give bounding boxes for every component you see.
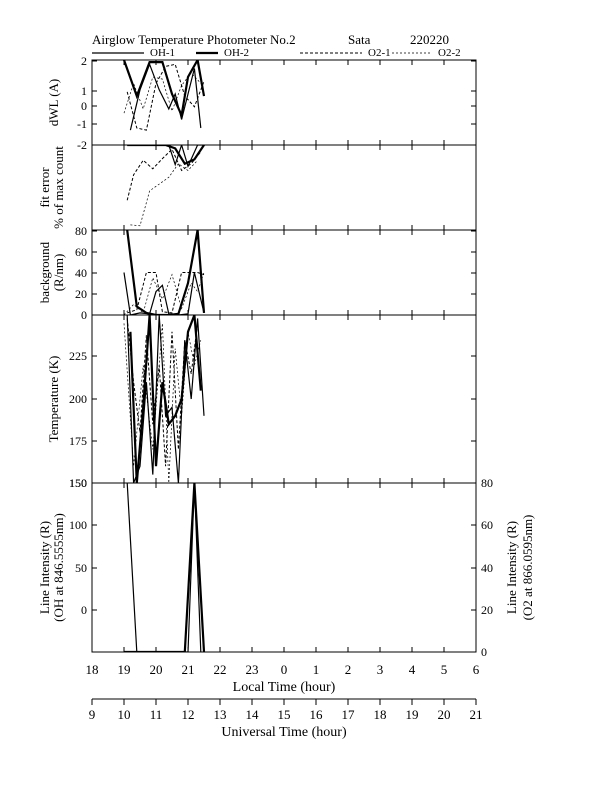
legend-label-oh-1: OH-1: [150, 47, 175, 59]
y-tick-label: 80: [75, 224, 87, 238]
y-axis-label: background: [37, 241, 52, 303]
series-fiterr-o2-2: [130, 160, 198, 227]
series-bg-oh-2: [126, 230, 206, 315]
y-tick-label: 40: [75, 266, 87, 280]
series-fiterr-oh-2: [127, 145, 205, 166]
series-temp-oh-2: [129, 315, 202, 483]
x-tick-label: 18: [86, 662, 99, 677]
y-right-tick-label: 80: [481, 476, 493, 490]
series-bg-oh-1: [123, 272, 205, 315]
x2-tick-label: 18: [374, 707, 387, 722]
series-dwl-o2-2: [123, 72, 202, 114]
y-right-tick-label: 60: [481, 518, 493, 532]
x2-tick-label: 15: [278, 707, 291, 722]
series-temp-o2-1: [126, 318, 199, 467]
y-axis-label: fit error: [37, 167, 52, 208]
y-tick-label: -2: [77, 138, 87, 152]
x-axis-label: Local Time (hour): [233, 680, 336, 695]
x-tick-label: 6: [473, 662, 480, 677]
series-bg-o2-2: [123, 272, 205, 315]
x2-tick-label: 16: [310, 707, 324, 722]
x-tick-label: 4: [409, 662, 416, 677]
y-right-tick-label: 20: [481, 603, 493, 617]
x2-tick-label: 21: [470, 707, 483, 722]
panel-dwl: 2 10 -1 -2 dWL (A): [46, 54, 477, 152]
panel-frame: [91, 144, 477, 231]
x2-tick-label: 17: [342, 707, 356, 722]
y-axis-label: Temperature (K): [46, 356, 61, 443]
x2-tick-label: 12: [182, 707, 195, 722]
x-tick-label: 3: [377, 662, 384, 677]
x-tick-label: 22: [214, 662, 227, 677]
y-tick-label: 225: [69, 349, 87, 363]
y-axis-label: Line Intensity (R): [37, 521, 52, 614]
chart-title: Airglow Temperature Photometer No.2: [92, 32, 296, 47]
x-tick-label: 19: [118, 662, 131, 677]
y-axis-label: dWL (A): [46, 79, 61, 127]
y-tick-label: 175: [69, 434, 87, 448]
y-axis-label-2: % of max count: [51, 146, 66, 229]
series-intensity-oh-2: [124, 483, 206, 652]
x2-tick-label: 10: [118, 707, 131, 722]
legend-label-oh-2: OH-2: [224, 47, 249, 59]
y-tick-label: 0: [81, 603, 87, 617]
x-tick-label: 1: [313, 662, 320, 677]
x2-tick-label: 20: [438, 707, 451, 722]
panel-bg: 80 60 40 20 0 background (R/nm): [37, 224, 477, 322]
series-fiterr-o2-1: [126, 148, 202, 201]
x2-tick-label: 19: [406, 707, 419, 722]
x2-tick-label: 9: [89, 707, 96, 722]
x2-tick-label: 11: [150, 707, 163, 722]
y-tick-label: 2: [81, 54, 87, 68]
x-tick-label: 23: [246, 662, 259, 677]
y-right-tick-label: 40: [481, 561, 493, 575]
date-label: 220220: [410, 32, 449, 47]
y-tick-label: 50: [75, 561, 87, 575]
x-tick-label: 2: [345, 662, 352, 677]
y-right-axis-label: Line Intensity (R): [504, 521, 519, 614]
y-tick-label: 100: [69, 518, 87, 532]
y-tick-label: 0: [81, 308, 87, 322]
y-tick-label: 150: [69, 476, 87, 490]
y-tick-label: 0: [81, 99, 87, 113]
y-tick-label: 200: [69, 392, 87, 406]
series-bg-o2-1: [127, 272, 205, 314]
panel-frame: [91, 482, 477, 653]
legend-label-o2-2: O2-2: [438, 47, 461, 59]
y-right-tick-label: 0: [481, 645, 487, 659]
x-tick-label: 0: [281, 662, 288, 677]
y-tick-label: 1: [81, 84, 87, 98]
site-name: Sata: [348, 32, 371, 47]
series-dwl-o2-1: [126, 63, 205, 131]
x-tick-label: 5: [441, 662, 448, 677]
y-right-axis-label-2: (O2 at 866.0595nm): [520, 515, 535, 621]
x-tick-label: 20: [150, 662, 163, 677]
y-axis-label-2: (R/nm): [51, 254, 66, 292]
legend-label-o2-1: O2-1: [368, 47, 391, 59]
panel-temp: 225 200 175 150 Temperature (K): [46, 314, 477, 490]
y-tick-label: -1: [77, 117, 87, 131]
y-tick-label: 150: [69, 476, 87, 490]
series-dwl-oh-2: [122, 60, 206, 120]
series-fiterr-oh-1: [127, 145, 204, 169]
panel-fiterr: fit error% of max count: [37, 144, 477, 231]
panel-frame: [91, 59, 477, 146]
series-intensity-o2-2: [130, 483, 188, 484]
y-tick-label: 60: [75, 245, 87, 259]
legend: OH-1 OH-2 O2-1 O2-2: [92, 47, 461, 59]
x2-tick-label: 14: [246, 707, 260, 722]
y-tick-label: 20: [75, 287, 87, 301]
series-temp-o2-2: [123, 323, 202, 483]
y-axis-label-2: (OH at 846.5555nm): [51, 513, 66, 622]
x-tick-label: 21: [182, 662, 195, 677]
chart-header: Airglow Temperature Photometer No.2 Sata…: [92, 32, 449, 47]
x2-tick-label: 13: [214, 707, 227, 722]
series-temp-oh-1: [126, 315, 205, 483]
x2-axis-label: Universal Time (hour): [221, 725, 347, 740]
